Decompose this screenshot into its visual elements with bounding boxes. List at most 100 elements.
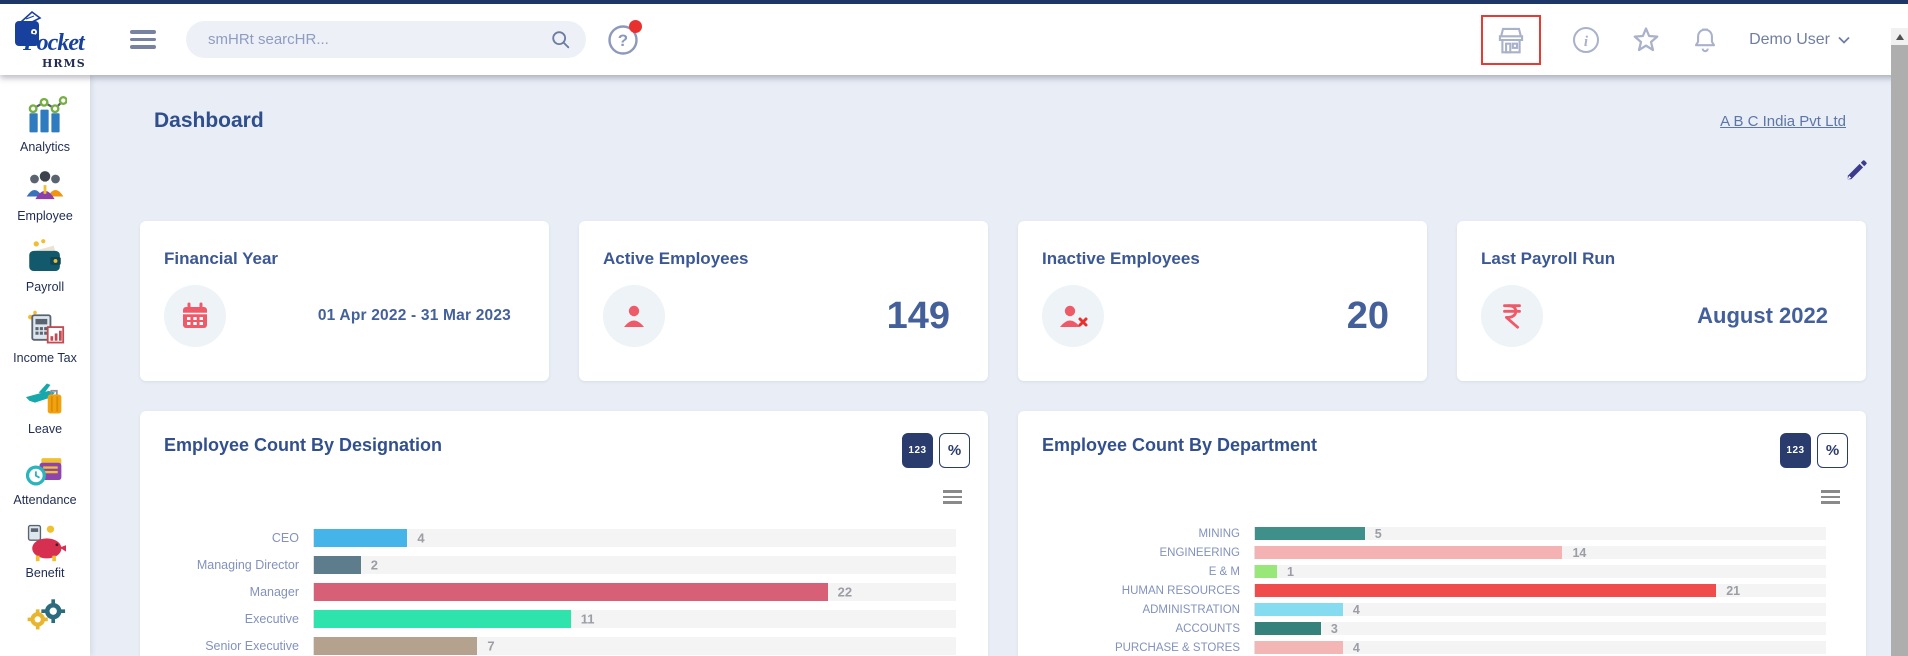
info-icon[interactable]: i <box>1571 25 1601 55</box>
employee-active-icon <box>624 305 644 327</box>
chevron-down-icon <box>1838 36 1850 44</box>
chart-toggle-group: 123 % <box>1780 433 1848 468</box>
chart-bar-track: 4 <box>313 528 956 547</box>
chart-bar[interactable] <box>314 555 361 574</box>
page-title: Dashboard <box>154 109 264 132</box>
chart-value-label: 4 <box>1352 640 1360 655</box>
income-tax-icon <box>28 310 65 344</box>
chart-bar[interactable] <box>1255 527 1365 540</box>
pocket-hrms-logo[interactable]: Pocket HRMS <box>10 8 102 72</box>
svg-text:i: i <box>1584 34 1589 50</box>
sidebar-item-attendance[interactable]: Attendance <box>13 450 77 521</box>
bell-icon[interactable] <box>1691 25 1719 55</box>
sidebar-item-leave[interactable]: Leave <box>23 379 67 450</box>
active-employees-count: 149 <box>886 294 950 337</box>
calendar-icon <box>183 302 207 328</box>
scrollbar-up-button[interactable] <box>1891 28 1908 45</box>
chart-bar-track: 4 <box>1254 603 1826 617</box>
help-icon: ? <box>608 24 638 55</box>
chart-row: CEO 4 <box>164 524 964 551</box>
chart-category-label: Senior Executive <box>205 638 299 653</box>
store-icon <box>1498 27 1524 53</box>
percent-toggle-button[interactable]: % <box>1817 433 1848 468</box>
chart-bar[interactable] <box>1255 584 1717 597</box>
company-link[interactable]: A B C India Pvt Ltd <box>1720 112 1846 130</box>
chart-bar[interactable] <box>1255 546 1563 559</box>
sidebar-item-benefit[interactable]: Benefit <box>23 521 67 592</box>
chart-value-label: 5 <box>1374 526 1382 541</box>
sidebar-item-label: Income Tax <box>13 351 77 365</box>
chart-bar[interactable] <box>1255 565 1277 578</box>
chart-bar-track: 1 <box>1254 565 1826 579</box>
brand-name: Pocket <box>23 29 85 56</box>
chart-title: Employee Count By Department <box>1042 435 1318 455</box>
user-name: Demo User <box>1749 30 1830 48</box>
percent-toggle-button[interactable]: % <box>939 433 970 468</box>
sidebar-item-label: Analytics <box>19 140 71 154</box>
chart-menu-icon[interactable] <box>943 487 962 507</box>
user-menu[interactable]: Demo User <box>1749 31 1850 49</box>
employee-inactive-icon <box>1060 305 1088 327</box>
chart-row: HUMAN RESOURCES 21 <box>1042 581 1842 600</box>
payroll-icon <box>29 239 61 271</box>
star-icon[interactable] <box>1631 25 1661 55</box>
stat-cards-row: Financial Year 01 Apr 2022 - 31 Mar 2 <box>90 183 1908 381</box>
charts-row: Employee Count By Designation 123 % CEO 4… <box>90 381 1908 656</box>
sidebar-item-payroll[interactable]: Payroll <box>24 237 66 308</box>
analytics-icon <box>28 96 67 133</box>
chart-row: Managing Director 2 <box>164 551 964 578</box>
sidebar-item-analytics[interactable]: Analytics <box>20 95 70 166</box>
chart-bar-track: 3 <box>1254 622 1826 636</box>
chart-row: Executive 11 <box>164 605 964 632</box>
card-last-payroll-run: Last Payroll Run August 2022 <box>1457 221 1866 381</box>
chart-bar-track: 4 <box>1254 640 1826 655</box>
chart-department-card: Employee Count By Department 123 % MININ… <box>1018 411 1866 656</box>
sidebar-item-label: Benefit <box>25 566 65 580</box>
count-toggle-button[interactable]: 123 <box>1780 433 1811 468</box>
search-input[interactable] <box>208 31 550 48</box>
chart-bar[interactable] <box>314 582 828 601</box>
menu-icon[interactable] <box>130 26 156 53</box>
edit-pencil-icon[interactable] <box>1844 157 1870 183</box>
chart-bar[interactable] <box>1255 641 1343 654</box>
marketplace-highlight-box[interactable] <box>1481 14 1542 65</box>
chart-bar-track: 5 <box>1254 526 1826 541</box>
sidebar-item-employee[interactable]: Employee <box>17 166 73 237</box>
rupee-icon <box>1503 304 1521 329</box>
chart-value-label: 22 <box>837 584 853 599</box>
card-title: Active Employees <box>603 249 749 268</box>
last-payroll-run-value: August 2022 <box>1697 303 1828 328</box>
card-active-employees: Active Employees 149 <box>579 221 988 381</box>
chart-bar[interactable] <box>1255 603 1343 616</box>
chart-category-label: PURCHASE & STORES <box>1114 641 1240 654</box>
chart-bar[interactable] <box>314 609 571 628</box>
chart-bar[interactable] <box>314 636 478 655</box>
search-icon[interactable] <box>550 29 572 51</box>
chart-value-label: 11 <box>580 611 595 626</box>
card-financial-year: Financial Year 01 Apr 2022 - 31 Mar 2 <box>140 221 549 381</box>
chart-bar-track: 2 <box>313 555 956 574</box>
vertical-scrollbar[interactable] <box>1891 28 1908 656</box>
chart-bar-track: 14 <box>1254 546 1826 560</box>
card-icon-circle <box>1481 285 1543 347</box>
chart-bar[interactable] <box>1255 622 1321 635</box>
chart-value-label: 7 <box>487 638 495 653</box>
chart-menu-icon[interactable] <box>1821 487 1840 507</box>
leave-icon <box>25 383 62 414</box>
sidebar-item-income-tax[interactable]: Income Tax <box>13 308 77 379</box>
department-bar-chart: MINING 5 ENGINEERING 14 E & M 1 HUMAN RESOURCE… <box>1042 524 1842 656</box>
sidebar-item-settings[interactable] <box>23 592 67 656</box>
chart-row: ACCOUNTS 3 <box>1042 619 1842 638</box>
chart-bar[interactable] <box>314 528 408 547</box>
chart-value-label: 21 <box>1726 583 1741 598</box>
help-button[interactable]: ? <box>606 19 642 57</box>
chart-title: Employee Count By Designation <box>164 435 443 455</box>
sidebar-item-label: Payroll <box>25 280 65 294</box>
brand-subtitle: HRMS <box>42 56 86 70</box>
chart-category-label: CEO <box>271 530 299 545</box>
count-toggle-button[interactable]: 123 <box>902 433 933 468</box>
main-content: Dashboard A B C India Pvt Ltd Financial … <box>90 75 1908 656</box>
chart-row: PURCHASE & STORES 4 <box>1042 638 1842 656</box>
attendance-icon <box>25 458 62 486</box>
global-search[interactable] <box>186 21 586 58</box>
